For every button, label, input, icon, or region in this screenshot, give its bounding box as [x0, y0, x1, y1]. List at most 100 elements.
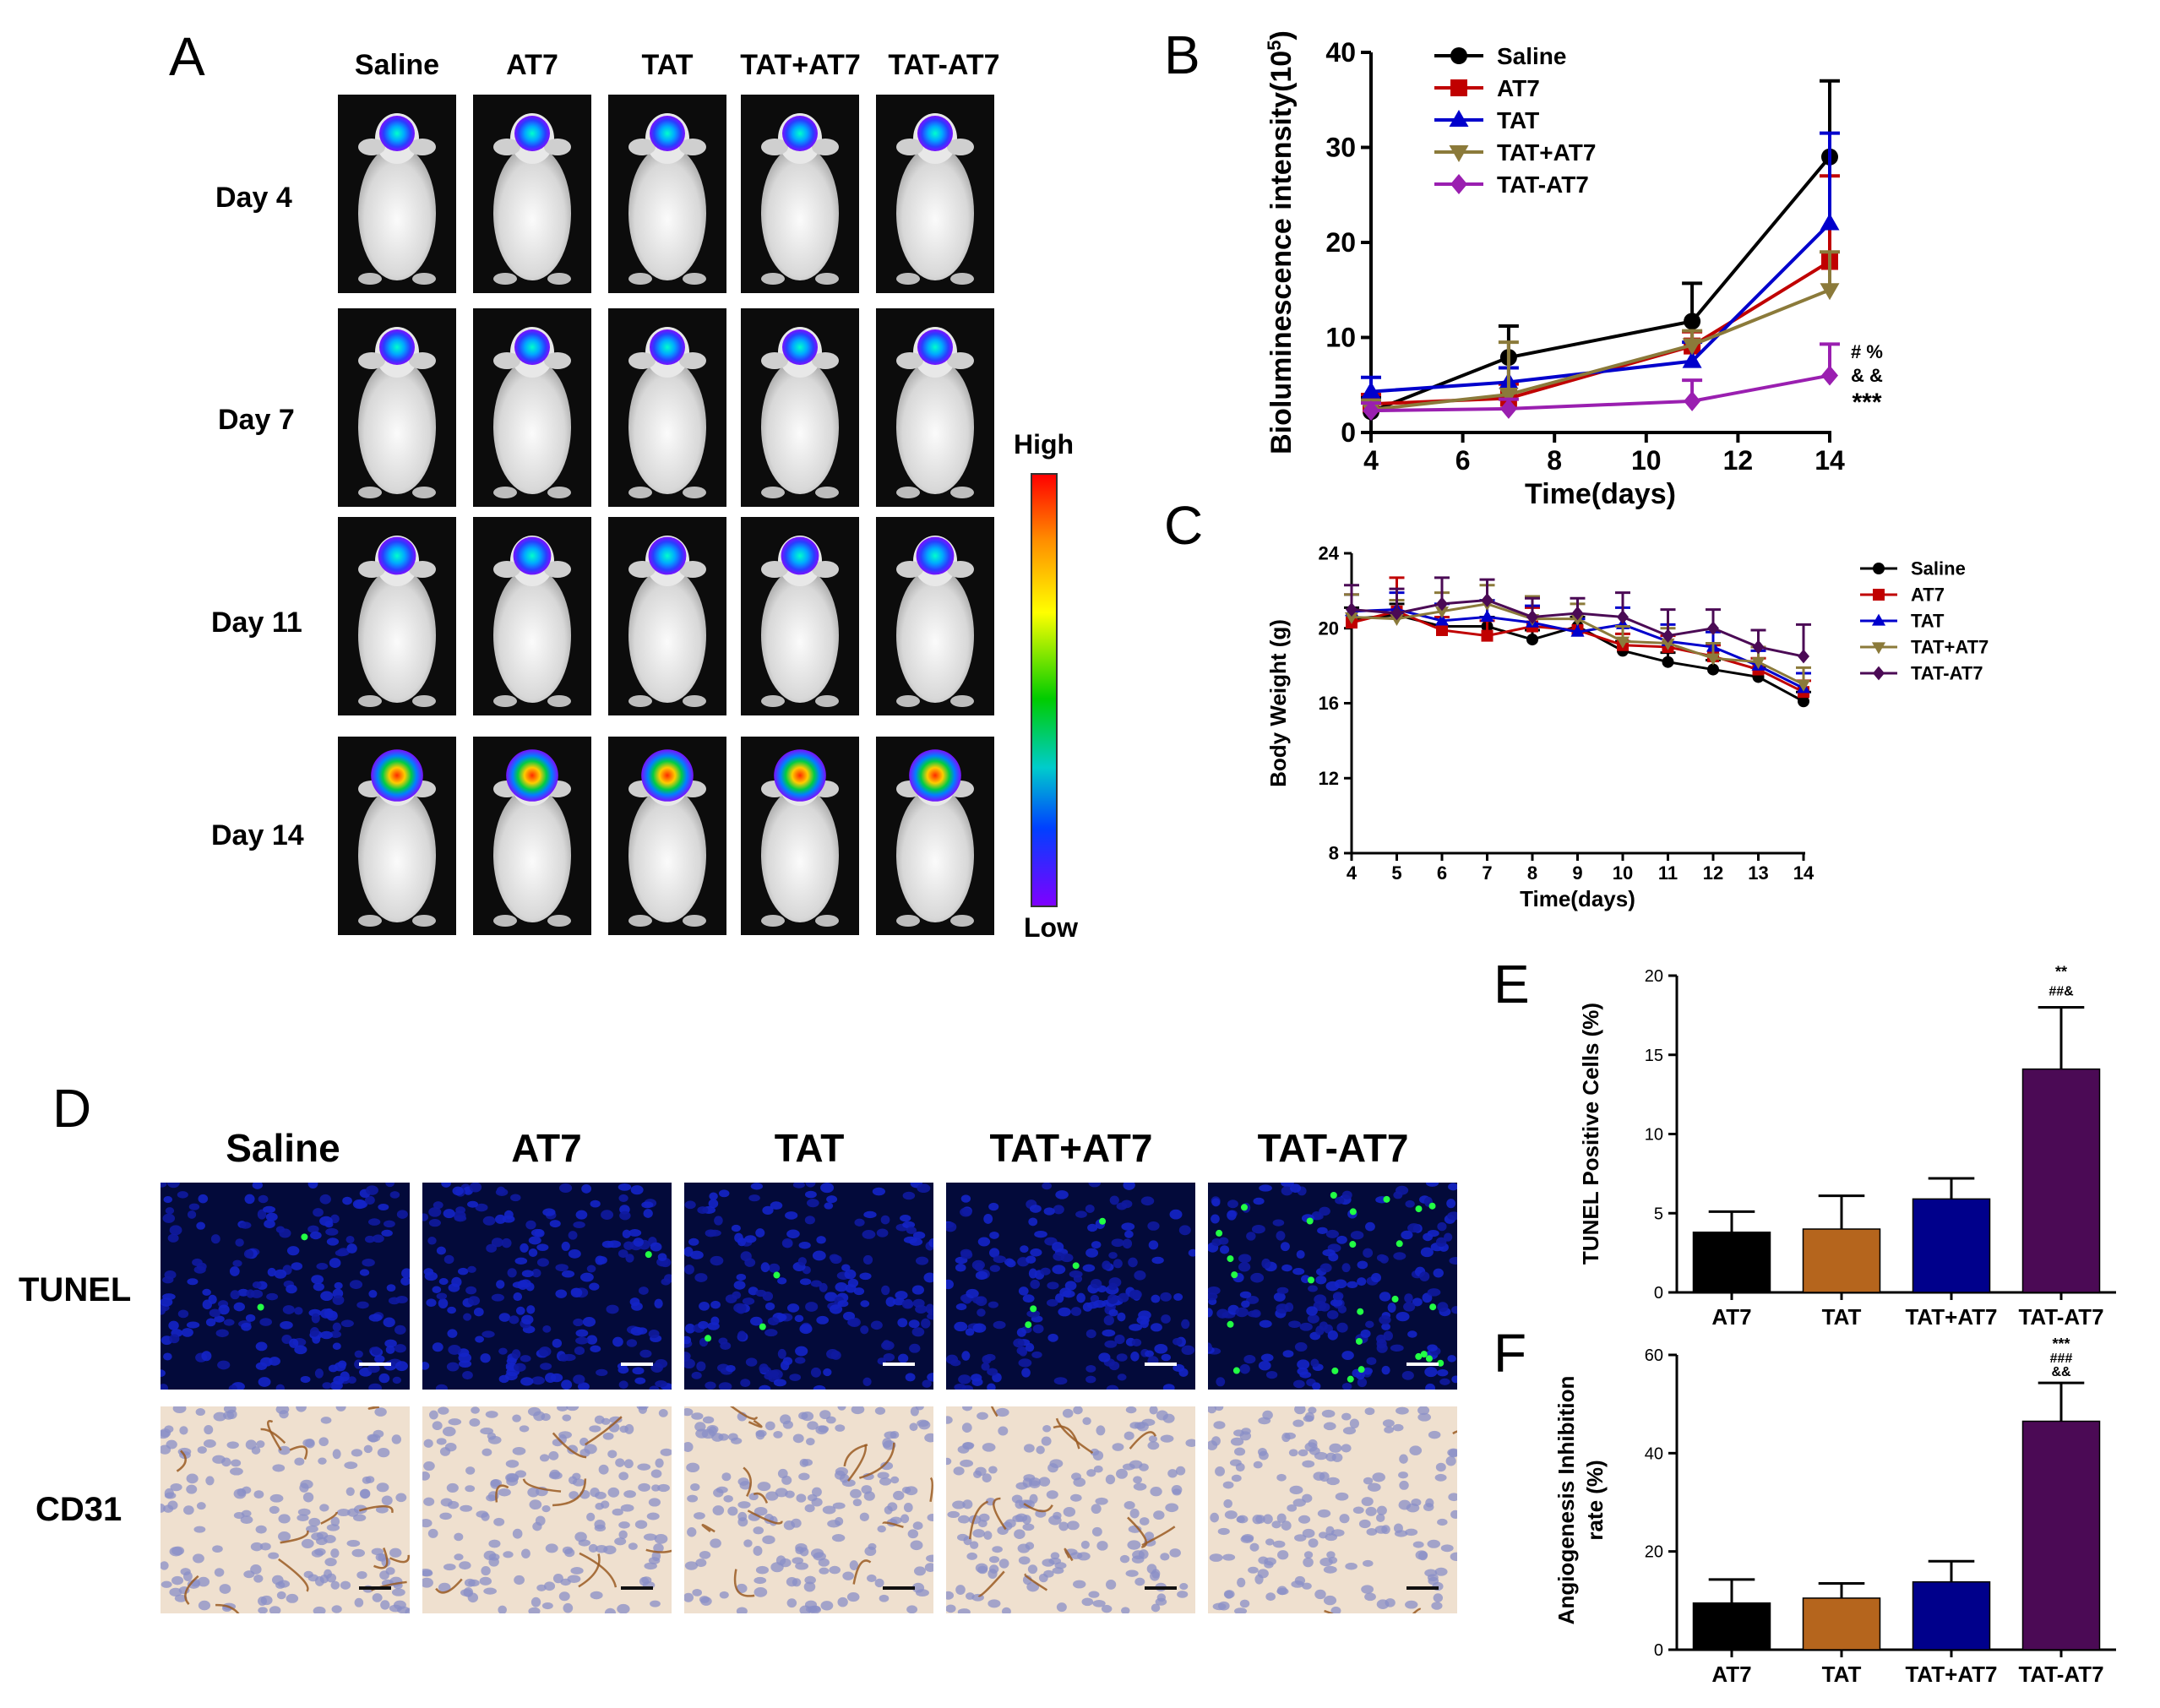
- nucleus: [385, 1345, 395, 1354]
- cell-nucleus: [961, 1422, 972, 1433]
- cell-nucleus: [619, 1425, 628, 1433]
- nucleus: [744, 1235, 757, 1243]
- cell-nucleus: [723, 1494, 733, 1503]
- nucleus: [657, 1253, 667, 1262]
- nucleus: [927, 1373, 933, 1382]
- nucleus: [993, 1255, 1007, 1264]
- nucleus: [1124, 1230, 1134, 1238]
- cd31-vessel: [1064, 1548, 1074, 1562]
- cd31-vessel: [389, 1554, 410, 1564]
- cell-nucleus: [1125, 1569, 1139, 1577]
- cell-nucleus: [186, 1473, 199, 1484]
- nuclei: [1208, 1183, 1457, 1390]
- cell-nucleus: [330, 1580, 340, 1590]
- nucleus: [954, 1321, 968, 1332]
- nucleus: [1042, 1183, 1052, 1190]
- cell-nucleus: [807, 1493, 818, 1502]
- nucleus: [186, 1321, 200, 1329]
- mouse-body: [493, 359, 571, 494]
- nucleus: [1272, 1219, 1285, 1227]
- nucleus: [989, 1248, 1000, 1258]
- cell-nucleus: [352, 1514, 367, 1522]
- cell-nucleus: [294, 1457, 305, 1466]
- nucleus: [463, 1313, 472, 1321]
- nucleus: [381, 1229, 393, 1237]
- cell-nucleus: [594, 1415, 605, 1424]
- nucleus: [1118, 1292, 1129, 1303]
- legend-marker: [1450, 47, 1467, 64]
- cell-nucleus: [393, 1600, 406, 1610]
- bar-group-tat: TAT: [1802, 1581, 1881, 1687]
- nucleus: [1090, 1278, 1102, 1289]
- mouse-paw: [547, 273, 571, 285]
- y-axis-label: TUNEL Positive Cells (%): [1578, 1003, 1603, 1265]
- vessels: [701, 1406, 933, 1597]
- nucleus: [1208, 1308, 1213, 1318]
- nucleus: [1448, 1183, 1457, 1191]
- mouse-paw: [896, 487, 920, 498]
- cell-nucleus: [543, 1581, 556, 1591]
- cell-nucleus: [1229, 1459, 1242, 1466]
- cell-nucleus: [286, 1593, 299, 1603]
- cd31-vessel: [882, 1521, 904, 1529]
- nucleus: [1341, 1263, 1351, 1273]
- cd31-vessel: [1023, 1503, 1053, 1513]
- cell-nucleus: [775, 1488, 788, 1498]
- cell-nucleus: [212, 1545, 223, 1553]
- nucleus: [1140, 1196, 1155, 1206]
- nucleus: [1376, 1338, 1387, 1349]
- scale-bar: [359, 1586, 391, 1590]
- nucleus: [342, 1196, 352, 1205]
- data-point: [1682, 338, 1702, 356]
- nucleus: [799, 1278, 812, 1286]
- nucleus: [438, 1298, 449, 1309]
- legend-label: TAT: [1497, 107, 1539, 133]
- cd31-vessel: [1024, 1573, 1048, 1591]
- cell-nucleus: [1015, 1513, 1028, 1522]
- tunel-positive-cell: [1429, 1303, 1437, 1311]
- mouse-ear: [679, 352, 706, 369]
- nucleus: [187, 1210, 197, 1219]
- cell-nucleus: [1276, 1473, 1287, 1482]
- nucleus: [465, 1286, 477, 1295]
- mouse-paw: [493, 695, 517, 707]
- series-line: [1370, 155, 1831, 414]
- y-tick-label: 30: [1325, 133, 1356, 163]
- nucleus: [246, 1289, 255, 1298]
- tunel-positive-cell: [1227, 1320, 1234, 1328]
- nucleus: [882, 1340, 891, 1349]
- nucleus: [965, 1328, 975, 1336]
- nucleus: [586, 1265, 596, 1273]
- nucleus: [733, 1303, 747, 1313]
- nucleus: [1062, 1290, 1075, 1298]
- nucleus: [1040, 1267, 1051, 1276]
- nucleus: [1328, 1253, 1339, 1262]
- cell-nucleus: [1302, 1460, 1315, 1468]
- cell-nucleus: [755, 1565, 770, 1575]
- nucleus: [1259, 1319, 1272, 1328]
- cell-nucleus: [600, 1500, 610, 1509]
- cell-nucleus: [786, 1598, 797, 1608]
- cell-nucleus: [1405, 1600, 1418, 1609]
- cell-nucleus: [179, 1426, 188, 1435]
- cell-nucleus: [389, 1548, 402, 1558]
- nucleus: [311, 1275, 324, 1285]
- cell-nucleus: [1399, 1454, 1408, 1464]
- apoptotic-cells: [705, 1271, 781, 1342]
- nucleus: [901, 1299, 914, 1309]
- nucleus: [1085, 1329, 1096, 1339]
- cell-nucleus: [737, 1511, 748, 1521]
- nucleus: [202, 1299, 213, 1310]
- nucleus: [590, 1199, 601, 1208]
- nucleus: [710, 1255, 724, 1266]
- x-tick-label: 12: [1703, 862, 1723, 884]
- mouse-image: [741, 517, 859, 715]
- bioluminescence-signal: [650, 329, 685, 365]
- panel-c-letter: C: [1164, 495, 1204, 556]
- nucleus: [1336, 1322, 1348, 1333]
- cell-nucleus: [660, 1448, 672, 1456]
- y-tick-label: 0: [1341, 417, 1356, 448]
- cell-nucleus: [1239, 1599, 1250, 1608]
- cd31-vessel: [522, 1478, 562, 1493]
- mouse-body: [358, 145, 436, 280]
